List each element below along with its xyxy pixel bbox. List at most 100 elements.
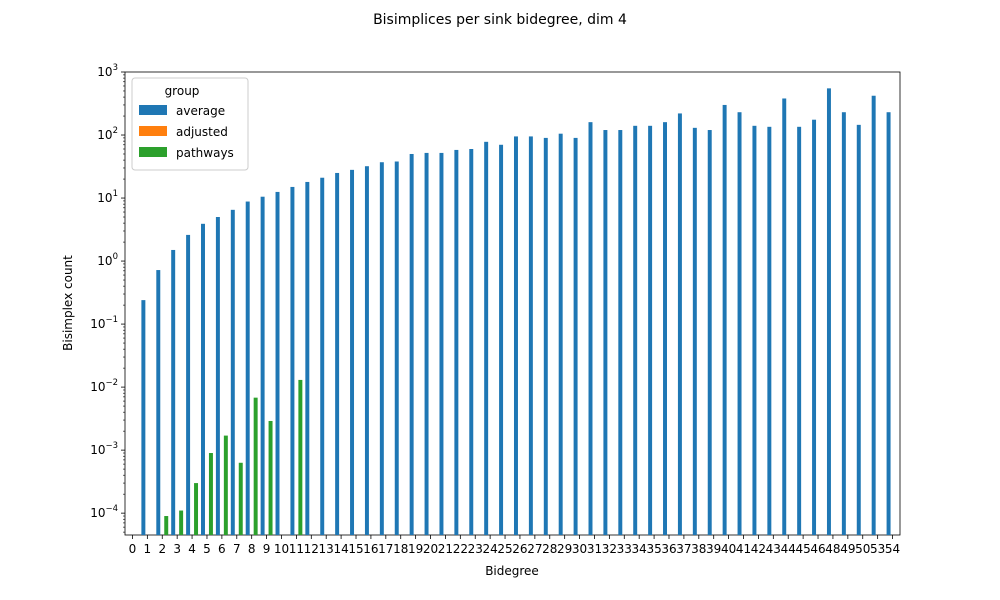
x-tick-label-43: 43 [766, 542, 781, 556]
legend-title: group [165, 84, 200, 98]
y-tick-label: 10−3 [90, 441, 118, 457]
x-tick-label-25: 25 [497, 542, 512, 556]
bars [141, 88, 891, 536]
bar-average-48 [826, 88, 831, 536]
bar-pathways-4 [194, 483, 199, 535]
bar-average-44 [782, 98, 787, 535]
legend-label-adjusted: adjusted [176, 125, 228, 139]
bar-pathways-6 [223, 435, 228, 535]
bar-average-24 [484, 141, 489, 535]
x-tick-label-6: 6 [218, 542, 226, 556]
x-tick-label-46: 46 [810, 542, 825, 556]
bar-average-38 [692, 127, 697, 535]
x-axis-label: Bidegree [485, 564, 539, 578]
bar-average-15 [350, 169, 355, 536]
bar-average-43 [767, 126, 772, 535]
bar-average-3 [171, 249, 176, 535]
bar-average-36 [663, 122, 667, 535]
x-tick-label-9: 9 [263, 542, 271, 556]
y-tick-label: 103 [97, 63, 118, 79]
x-tick-label-34: 34 [632, 542, 647, 556]
bar-average-23 [469, 149, 474, 535]
bar-average-6 [215, 217, 220, 535]
bar-average-8 [245, 201, 250, 536]
x-tick-label-15: 15 [348, 542, 363, 556]
bar-average-5 [201, 223, 205, 535]
legend-label-average: average [176, 104, 225, 118]
bar-average-34 [633, 125, 638, 535]
x-tick-label-48: 48 [825, 542, 840, 556]
y-axis-label: Bisimplex count [61, 255, 75, 351]
bar-average-13 [320, 177, 325, 536]
x-tick-label-2: 2 [158, 542, 166, 556]
x-tick-label-26: 26 [512, 542, 527, 556]
bar-average-7 [230, 209, 235, 535]
x-tick-label-10: 10 [274, 542, 289, 556]
x-tick-label-50: 50 [855, 542, 870, 556]
plot-frame [124, 71, 901, 536]
bar-average-25 [499, 144, 504, 535]
bar-average-17 [379, 162, 384, 536]
x-tick-label-41: 41 [736, 542, 751, 556]
x-tick-label-53: 53 [870, 542, 885, 556]
bar-average-27 [528, 136, 533, 536]
bar-average-28 [543, 137, 548, 535]
x-tick-label-12: 12 [304, 542, 319, 556]
x-tick-label-20: 20 [423, 542, 438, 556]
x-tick-label-28: 28 [542, 542, 557, 556]
bar-average-11 [290, 186, 295, 535]
x-tick-label-11: 11 [289, 542, 304, 556]
y-tick-label: 10−1 [90, 315, 118, 331]
x-tick-label-32: 32 [602, 542, 617, 556]
x-tick-label-29: 29 [557, 542, 572, 556]
x-tick-label-22: 22 [453, 542, 468, 556]
x-tick-label-1: 1 [144, 542, 152, 556]
x-tick-label-17: 17 [378, 542, 393, 556]
x-tick-label-42: 42 [751, 542, 766, 556]
x-tick-label-54: 54 [885, 542, 900, 556]
y-axis: 10−4 10−3 10−2 10−1 100 101 102 103 [90, 63, 125, 533]
x-tick-label-18: 18 [393, 542, 408, 556]
x-tick-label-3: 3 [173, 542, 181, 556]
x-tick-label-35: 35 [646, 542, 661, 556]
x-tick-label-21: 21 [438, 542, 453, 556]
legend-swatch-average [139, 105, 167, 115]
bar-average-20 [424, 152, 429, 536]
bar-pathways-11 [298, 379, 303, 535]
x-tick-label-30: 30 [572, 542, 587, 556]
x-tick-label-38: 38 [691, 542, 706, 556]
bar-average-31 [588, 122, 593, 535]
bar-average-46 [812, 119, 817, 535]
bar-average-45 [797, 126, 802, 535]
x-tick-label-27: 27 [527, 542, 542, 556]
bar-pathways-8 [253, 397, 258, 535]
x-tick-label-40: 40 [721, 542, 736, 556]
bar-average-16 [364, 166, 369, 535]
x-tick-label-24: 24 [483, 542, 498, 556]
legend-swatch-pathways [139, 147, 167, 157]
y-tick-label: 10−2 [90, 378, 118, 394]
bar-pathways-7 [238, 462, 243, 535]
legend: group average adjusted pathways [131, 77, 249, 171]
x-tick-label-5: 5 [203, 542, 211, 556]
x-tick-label-0: 0 [129, 542, 137, 556]
x-tick-label-23: 23 [468, 542, 483, 556]
bar-pathways-5 [208, 453, 213, 535]
bar-average-32 [603, 130, 608, 535]
x-tick-label-8: 8 [248, 542, 256, 556]
bar-average-4 [186, 234, 191, 535]
y-tick-label: 100 [97, 252, 118, 268]
bar-average-30 [573, 137, 578, 535]
bar-average-42 [752, 125, 757, 535]
x-tick-label-45: 45 [795, 542, 810, 556]
bar-average-9 [260, 196, 265, 535]
x-tick-label-31: 31 [587, 542, 602, 556]
bar-pathways-3 [179, 510, 184, 535]
bar-average-54 [886, 112, 891, 535]
chart-title: Bisimplices per sink bidegree, dim 4 [373, 12, 627, 28]
bar-average-29 [558, 133, 563, 535]
x-tick-label-36: 36 [661, 542, 676, 556]
bar-average-18 [394, 161, 399, 535]
bar-pathways-9 [268, 420, 273, 535]
